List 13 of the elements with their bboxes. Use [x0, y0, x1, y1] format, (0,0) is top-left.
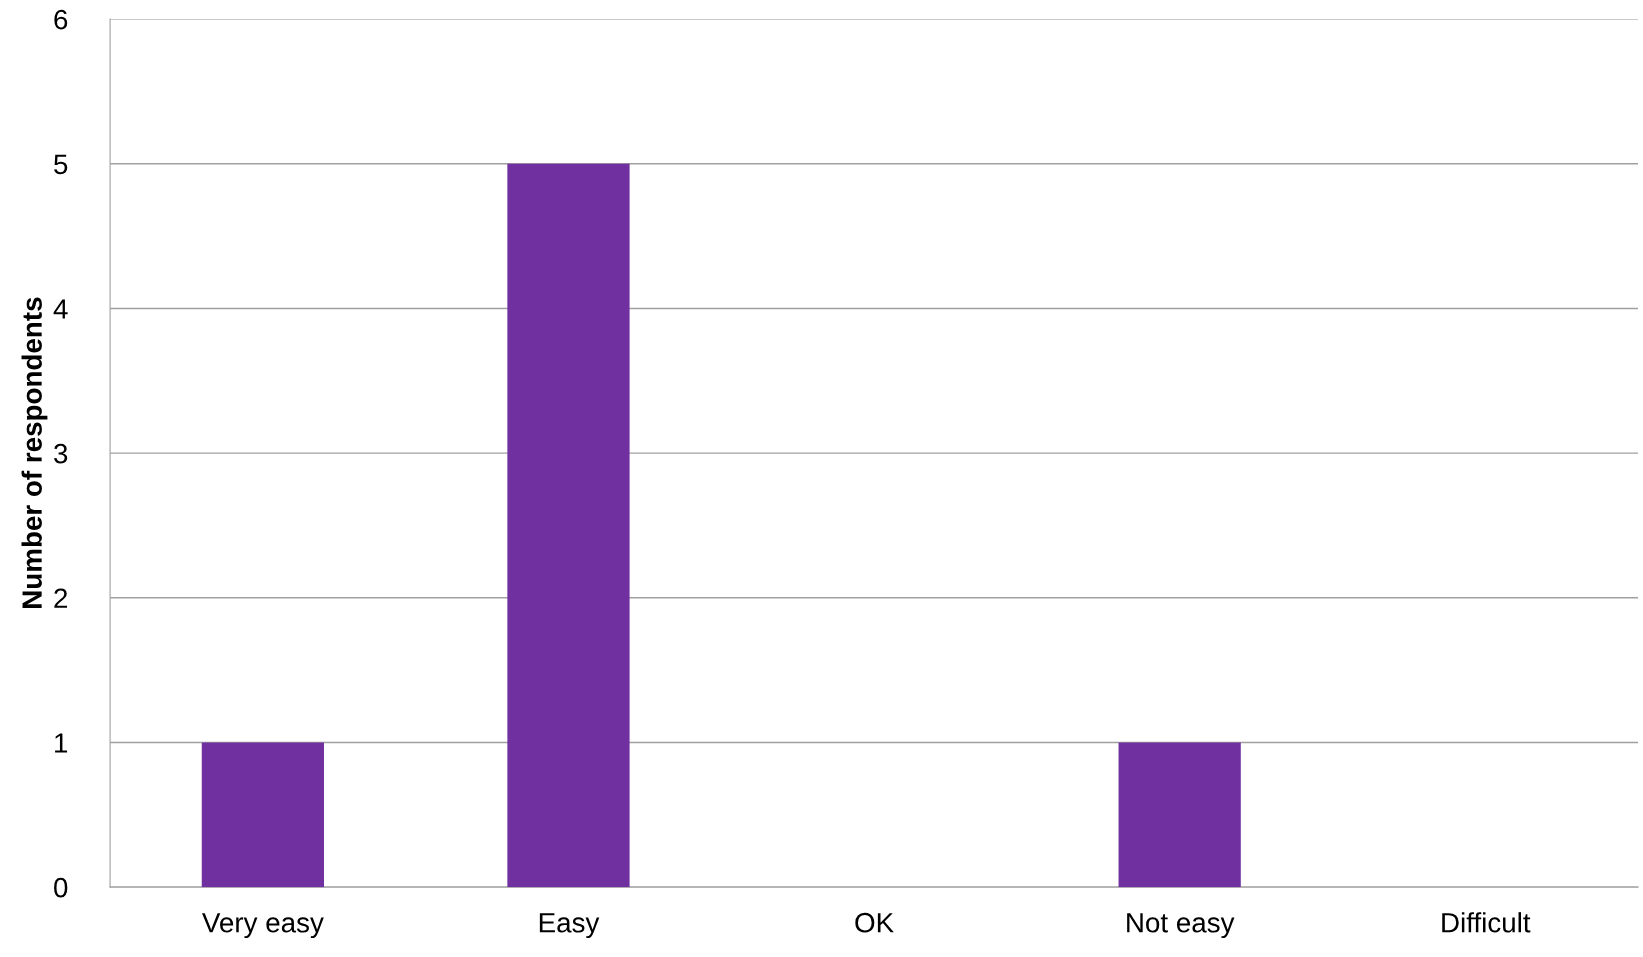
x-tick-label: Difficult: [1442, 912, 1531, 933]
x-tick-label: Easy: [539, 913, 600, 939]
x-tick-label: Not easy: [1127, 913, 1235, 939]
x-tick-label: Very easy: [202, 913, 324, 939]
x-tick-label: OK: [855, 912, 894, 933]
y-tick-label: 2: [54, 588, 68, 608]
y-tick-label: 1: [55, 733, 68, 753]
y-axis-title: Number of respondents: [21, 297, 48, 608]
y-tick-label: 5: [54, 154, 68, 175]
y-tick-label: 0: [54, 877, 68, 898]
y-tick-label: 4: [53, 299, 68, 319]
y-tick-label: 3: [54, 443, 68, 464]
y-tick-label: 6: [54, 9, 68, 30]
